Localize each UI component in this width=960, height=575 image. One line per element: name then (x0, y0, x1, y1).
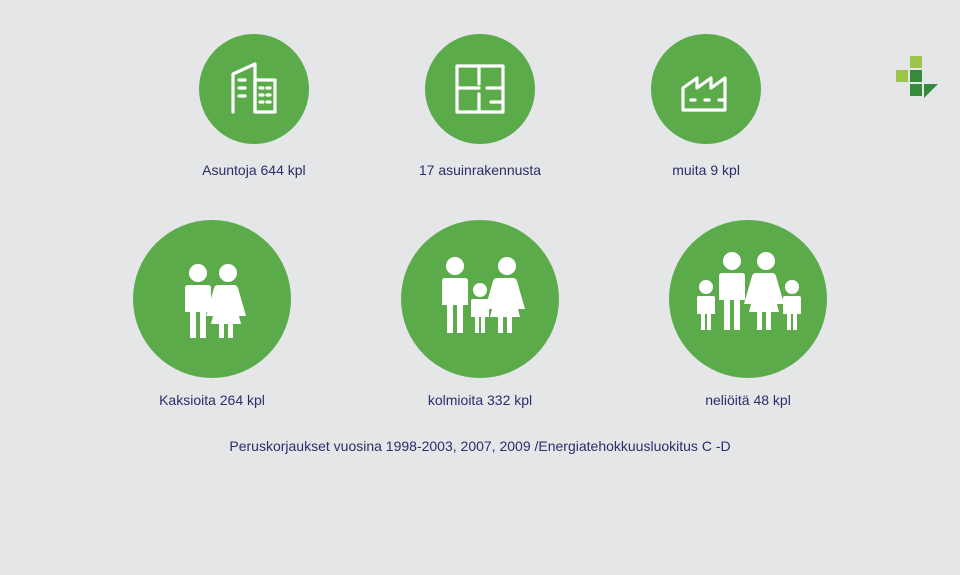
people2-icon (133, 220, 291, 378)
stat-asuinrakennusta: 17 asuinrakennusta (419, 34, 541, 178)
floorplan-icon (425, 34, 535, 144)
stat-label: kolmioita 332 kpl (428, 392, 532, 408)
stat-label: 17 asuinrakennusta (419, 162, 541, 178)
stat-label: neliöitä 48 kpl (705, 392, 791, 408)
buildings-icon (199, 34, 309, 144)
stat-kolmioita: kolmioita 332 kpl (401, 220, 559, 408)
building-stats-row: Asuntoja 644 kpl 17 asuinrakennusta (0, 34, 960, 178)
brand-logo (896, 56, 938, 106)
people3-icon (401, 220, 559, 378)
stat-label: Kaksioita 264 kpl (159, 392, 265, 408)
stat-label: muita 9 kpl (672, 162, 740, 178)
apartment-types-row: Kaksioita 264 kpl kolmioita 332 kpl (0, 220, 960, 408)
people4-icon (669, 220, 827, 378)
factory-icon (651, 34, 761, 144)
stat-nelioita: neliöitä 48 kpl (669, 220, 827, 408)
stat-kaksioita: Kaksioita 264 kpl (133, 220, 291, 408)
stat-asuntoja: Asuntoja 644 kpl (199, 34, 309, 178)
footer-note: Peruskorjaukset vuosina 1998-2003, 2007,… (0, 438, 960, 454)
stat-muita: muita 9 kpl (651, 34, 761, 178)
stat-label: Asuntoja 644 kpl (202, 162, 306, 178)
